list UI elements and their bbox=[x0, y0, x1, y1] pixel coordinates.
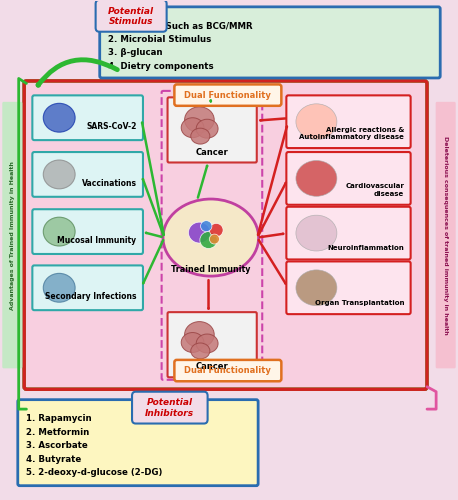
FancyBboxPatch shape bbox=[436, 102, 456, 368]
FancyBboxPatch shape bbox=[100, 7, 440, 78]
Ellipse shape bbox=[185, 107, 214, 132]
Ellipse shape bbox=[200, 232, 217, 248]
FancyBboxPatch shape bbox=[286, 206, 411, 260]
Ellipse shape bbox=[296, 215, 337, 251]
Ellipse shape bbox=[189, 222, 210, 243]
FancyBboxPatch shape bbox=[132, 392, 207, 424]
Ellipse shape bbox=[296, 160, 337, 196]
Ellipse shape bbox=[43, 217, 75, 246]
FancyBboxPatch shape bbox=[33, 152, 143, 197]
Text: 1. Rapamycin
2. Metformin
3. Ascorbate
4. Butyrate
5. 2-deoxy-d-glucose (2-DG): 1. Rapamycin 2. Metformin 3. Ascorbate 4… bbox=[27, 414, 163, 478]
Ellipse shape bbox=[43, 274, 75, 302]
Ellipse shape bbox=[191, 343, 210, 359]
Ellipse shape bbox=[181, 118, 204, 138]
Text: Cardiovascular
disease: Cardiovascular disease bbox=[345, 184, 404, 197]
Ellipse shape bbox=[196, 334, 218, 353]
Ellipse shape bbox=[181, 332, 204, 352]
FancyBboxPatch shape bbox=[33, 209, 143, 254]
FancyBboxPatch shape bbox=[2, 102, 22, 368]
Ellipse shape bbox=[201, 220, 212, 232]
FancyBboxPatch shape bbox=[168, 312, 257, 378]
Ellipse shape bbox=[43, 160, 75, 189]
Ellipse shape bbox=[209, 224, 223, 237]
Ellipse shape bbox=[163, 199, 259, 276]
Text: Potential
Stimulus: Potential Stimulus bbox=[108, 6, 154, 26]
Ellipse shape bbox=[196, 119, 218, 138]
Text: Cancer: Cancer bbox=[196, 148, 229, 156]
Text: Allergic reactions &
Autoinflammatory disease: Allergic reactions & Autoinflammatory di… bbox=[300, 126, 404, 140]
Text: Deleterious consequences of trained immunity in health: Deleterious consequences of trained immu… bbox=[443, 136, 448, 334]
Text: Trained Immunity: Trained Immunity bbox=[171, 265, 251, 274]
FancyBboxPatch shape bbox=[18, 400, 258, 486]
Text: Organ Transplantation: Organ Transplantation bbox=[315, 300, 404, 306]
Ellipse shape bbox=[185, 322, 214, 347]
FancyBboxPatch shape bbox=[33, 96, 143, 140]
FancyBboxPatch shape bbox=[96, 0, 167, 32]
Text: Secondary Infections: Secondary Infections bbox=[45, 292, 136, 301]
Ellipse shape bbox=[296, 104, 337, 140]
Text: Cancer: Cancer bbox=[196, 362, 229, 372]
FancyBboxPatch shape bbox=[286, 262, 411, 314]
FancyBboxPatch shape bbox=[174, 360, 281, 382]
Text: 1. Vaccines Such as BCG/MMR
2. Microbial Stimulus
3. β-glucan
4. Dietry componen: 1. Vaccines Such as BCG/MMR 2. Microbial… bbox=[109, 22, 253, 71]
Text: Mucosal Immunity: Mucosal Immunity bbox=[57, 236, 136, 245]
Text: Neuroinflammation: Neuroinflammation bbox=[327, 246, 404, 252]
Text: Potential
Inhibitors: Potential Inhibitors bbox=[145, 398, 194, 418]
Text: Dual Functionality: Dual Functionality bbox=[185, 366, 271, 376]
FancyBboxPatch shape bbox=[286, 152, 411, 205]
Ellipse shape bbox=[209, 234, 219, 244]
FancyBboxPatch shape bbox=[33, 266, 143, 310]
FancyBboxPatch shape bbox=[286, 96, 411, 148]
Ellipse shape bbox=[191, 128, 210, 144]
Ellipse shape bbox=[296, 270, 337, 306]
FancyBboxPatch shape bbox=[174, 84, 281, 106]
FancyBboxPatch shape bbox=[24, 81, 427, 389]
FancyBboxPatch shape bbox=[168, 98, 257, 162]
Text: SARS-CoV-2: SARS-CoV-2 bbox=[86, 122, 136, 131]
Ellipse shape bbox=[43, 104, 75, 132]
Text: Vaccinations: Vaccinations bbox=[82, 179, 136, 188]
Text: Advantages of Trained Immunity in Health: Advantages of Trained Immunity in Health bbox=[10, 160, 15, 310]
Text: Dual Functionality: Dual Functionality bbox=[185, 91, 271, 100]
